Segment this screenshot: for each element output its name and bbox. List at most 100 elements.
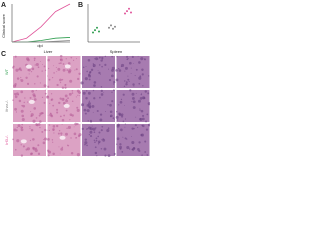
texture bbox=[131, 92, 135, 96]
texture bbox=[132, 100, 136, 104]
texture bbox=[35, 117, 38, 119]
texture bbox=[75, 136, 77, 139]
texture bbox=[88, 133, 91, 136]
texture bbox=[20, 79, 24, 82]
texture bbox=[132, 106, 136, 110]
texture bbox=[27, 69, 29, 71]
texture bbox=[96, 109, 99, 113]
texture bbox=[141, 154, 143, 156]
texture bbox=[139, 96, 143, 100]
texture bbox=[39, 60, 41, 62]
texture bbox=[100, 86, 103, 88]
texture bbox=[82, 66, 85, 69]
texture bbox=[124, 66, 128, 70]
texture bbox=[92, 64, 96, 68]
texture bbox=[47, 129, 49, 131]
texture bbox=[76, 106, 79, 109]
texture bbox=[33, 59, 36, 62]
texture bbox=[111, 74, 114, 78]
texture bbox=[21, 123, 24, 126]
texture bbox=[138, 141, 141, 144]
texture bbox=[50, 93, 53, 95]
texture bbox=[61, 78, 64, 81]
texture bbox=[107, 104, 109, 106]
texture bbox=[59, 135, 66, 140]
micrograph bbox=[47, 56, 81, 88]
texture bbox=[144, 90, 147, 93]
texture bbox=[88, 100, 91, 102]
texture bbox=[97, 70, 99, 72]
texture bbox=[135, 68, 138, 71]
texture bbox=[34, 148, 38, 153]
texture bbox=[134, 124, 137, 127]
texture bbox=[131, 96, 135, 100]
texture bbox=[61, 146, 64, 149]
texture bbox=[78, 72, 81, 75]
texture bbox=[125, 83, 128, 86]
texture bbox=[53, 65, 55, 67]
texture bbox=[120, 115, 124, 118]
texture bbox=[120, 98, 123, 101]
texture bbox=[67, 62, 71, 65]
texture bbox=[47, 154, 50, 157]
texture bbox=[90, 135, 93, 138]
texture bbox=[61, 124, 63, 125]
texture bbox=[96, 155, 98, 157]
texture bbox=[111, 68, 114, 72]
point bbox=[126, 10, 128, 13]
texture bbox=[23, 101, 25, 104]
page: A B C Clinical score dpi Liver Spleen WT If… bbox=[0, 0, 150, 157]
texture bbox=[140, 57, 144, 61]
texture bbox=[17, 124, 21, 128]
texture bbox=[51, 139, 54, 141]
texture bbox=[67, 144, 70, 147]
panel-label: B bbox=[78, 2, 83, 9]
texture bbox=[34, 83, 36, 85]
texture bbox=[146, 113, 149, 116]
texture bbox=[115, 115, 119, 119]
column-header: Liver bbox=[44, 49, 53, 54]
texture bbox=[97, 143, 100, 145]
texture bbox=[133, 127, 135, 130]
texture bbox=[129, 61, 132, 65]
texture bbox=[65, 99, 69, 103]
texture bbox=[84, 141, 88, 145]
texture bbox=[113, 83, 115, 85]
texture bbox=[69, 79, 73, 83]
texture bbox=[145, 128, 149, 131]
texture bbox=[86, 70, 88, 73]
texture bbox=[130, 73, 132, 75]
texture bbox=[25, 76, 28, 79]
texture bbox=[57, 67, 61, 71]
texture bbox=[120, 63, 125, 68]
texture bbox=[12, 99, 14, 101]
texture bbox=[130, 67, 132, 69]
point bbox=[130, 11, 132, 14]
texture bbox=[52, 141, 54, 143]
texture bbox=[82, 91, 86, 95]
texture bbox=[51, 77, 54, 79]
texture bbox=[47, 75, 49, 77]
texture bbox=[15, 68, 19, 72]
texture bbox=[139, 109, 141, 111]
texture bbox=[117, 67, 120, 70]
texture bbox=[100, 59, 103, 62]
texture bbox=[122, 93, 125, 96]
texture bbox=[115, 78, 119, 82]
texture bbox=[87, 120, 89, 122]
texture bbox=[43, 137, 48, 141]
texture bbox=[38, 114, 41, 117]
texture bbox=[116, 143, 118, 145]
texture bbox=[36, 75, 39, 78]
texture bbox=[93, 97, 96, 100]
texture bbox=[39, 126, 41, 129]
texture bbox=[132, 149, 134, 152]
texture bbox=[31, 67, 35, 71]
texture bbox=[65, 84, 67, 86]
texture bbox=[14, 107, 17, 111]
texture bbox=[16, 129, 18, 131]
texture bbox=[34, 64, 36, 66]
texture bbox=[48, 67, 50, 70]
texture bbox=[56, 108, 59, 111]
texture bbox=[107, 68, 109, 70]
